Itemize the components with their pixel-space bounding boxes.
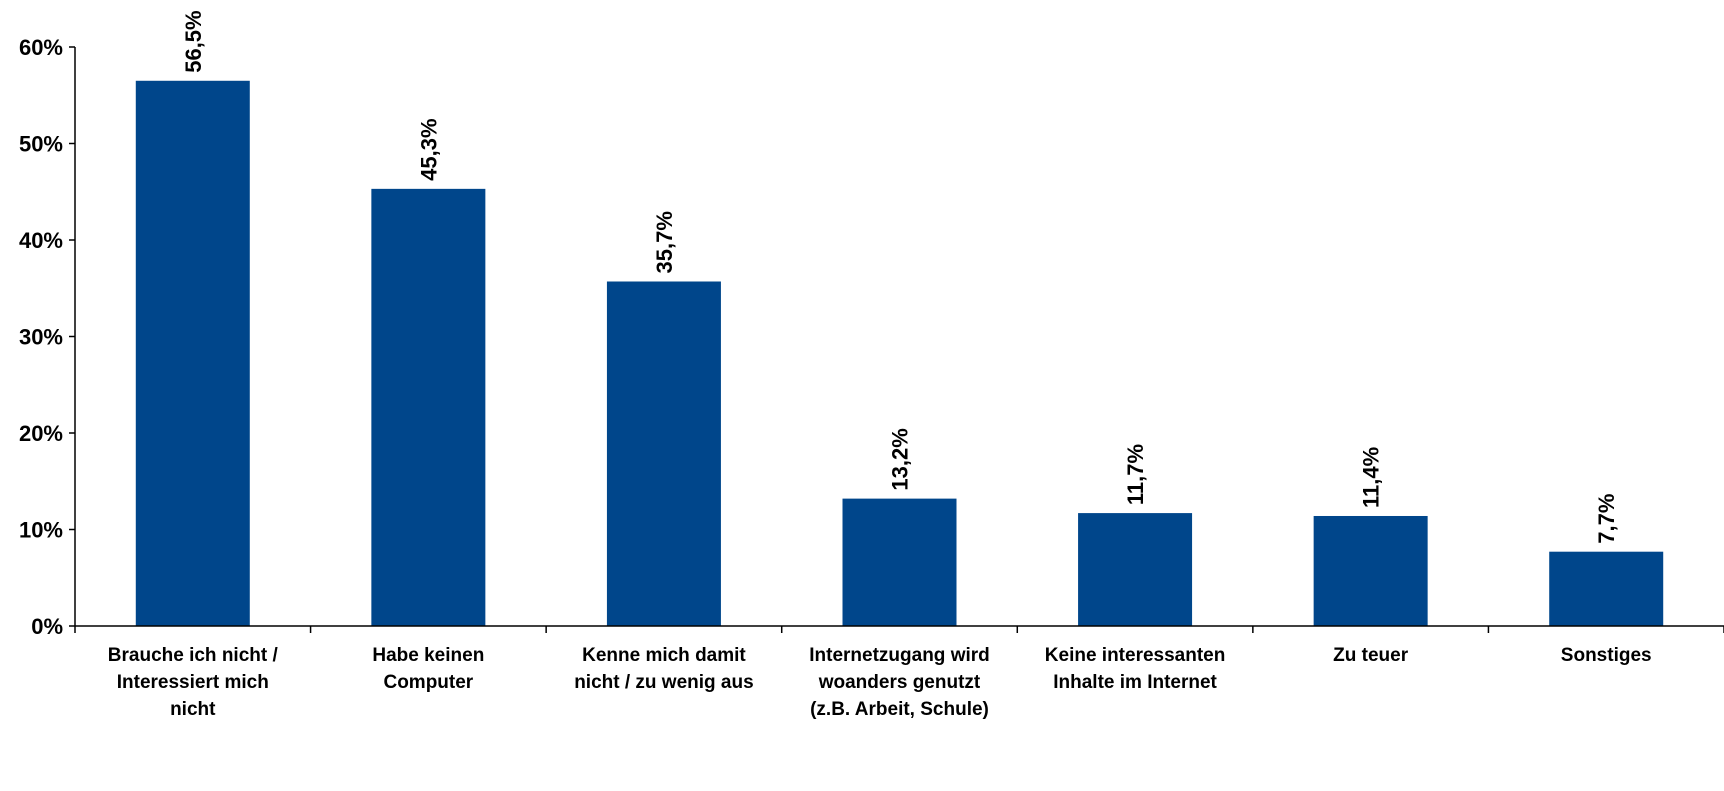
bar-7	[1549, 551, 1664, 626]
data-label-4: 13,2%	[888, 428, 913, 490]
category-label-5: Keine interessanten Inhalte im Internet	[1045, 645, 1226, 693]
data-label-2: 45,3%	[416, 118, 441, 180]
category-label-6: Zu teuer	[1333, 645, 1409, 666]
bar-3	[606, 281, 721, 626]
y-tick-label-30: 30%	[19, 325, 63, 350]
y-tick-label-20: 20%	[19, 421, 63, 446]
data-label-1: 56,5%	[181, 10, 206, 72]
data-label-7: 7,7%	[1594, 494, 1619, 544]
category-label-line: Sonstiges	[1561, 645, 1652, 666]
category-label-4: Internetzugang wird woanders genutzt (z.B.…	[809, 645, 990, 720]
y-tick-label-50: 50%	[19, 132, 63, 157]
data-label-5: 11,7%	[1123, 444, 1148, 505]
y-tick-label-40: 40%	[19, 228, 63, 253]
axes	[69, 46, 1724, 633]
bar-1	[135, 80, 250, 626]
category-label-line: Internetzugang wird	[809, 645, 990, 666]
bar-6	[1313, 515, 1428, 626]
category-label-line: (z.B. Arbeit, Schule)	[810, 699, 989, 720]
bars	[135, 80, 1664, 627]
category-label-3: Kenne mich damit nicht / zu wenig aus	[574, 645, 753, 693]
category-label-line: woanders genutzt	[818, 672, 981, 693]
category-label-line: nicht	[170, 699, 216, 720]
bar-5	[1078, 513, 1193, 626]
category-label-line: Habe keinen	[372, 645, 484, 666]
bar-2	[371, 188, 486, 627]
category-label-line: Brauche ich nicht /	[108, 645, 279, 666]
category-label-line: Zu teuer	[1333, 645, 1409, 666]
y-tick-label-0: 0%	[31, 614, 63, 639]
category-label-line: Kenne mich damit	[582, 645, 746, 666]
labels: 56,5% 45,3% 35,7% 13,2% 11,7% 11,4% 7,7% 0% 10% 2…	[19, 10, 1652, 720]
data-label-6: 11,4%	[1359, 447, 1384, 508]
category-label-line: Computer	[383, 672, 473, 693]
category-label-line: Keine interessanten	[1045, 645, 1226, 666]
category-label-2: Habe keinen Computer	[372, 645, 484, 693]
category-label-line: Inhalte im Internet	[1053, 672, 1217, 693]
data-label-3: 35,7%	[652, 211, 677, 273]
category-label-line: Interessiert mich	[117, 672, 269, 693]
category-label-7: Sonstiges	[1561, 645, 1652, 666]
y-tick-label-10: 10%	[19, 518, 63, 543]
bar-4	[842, 498, 957, 626]
category-label-line: nicht / zu wenig aus	[574, 672, 753, 693]
category-label-1: Brauche ich nicht / Interessiert mich nich…	[108, 645, 279, 720]
y-tick-label-60: 60%	[19, 35, 63, 60]
